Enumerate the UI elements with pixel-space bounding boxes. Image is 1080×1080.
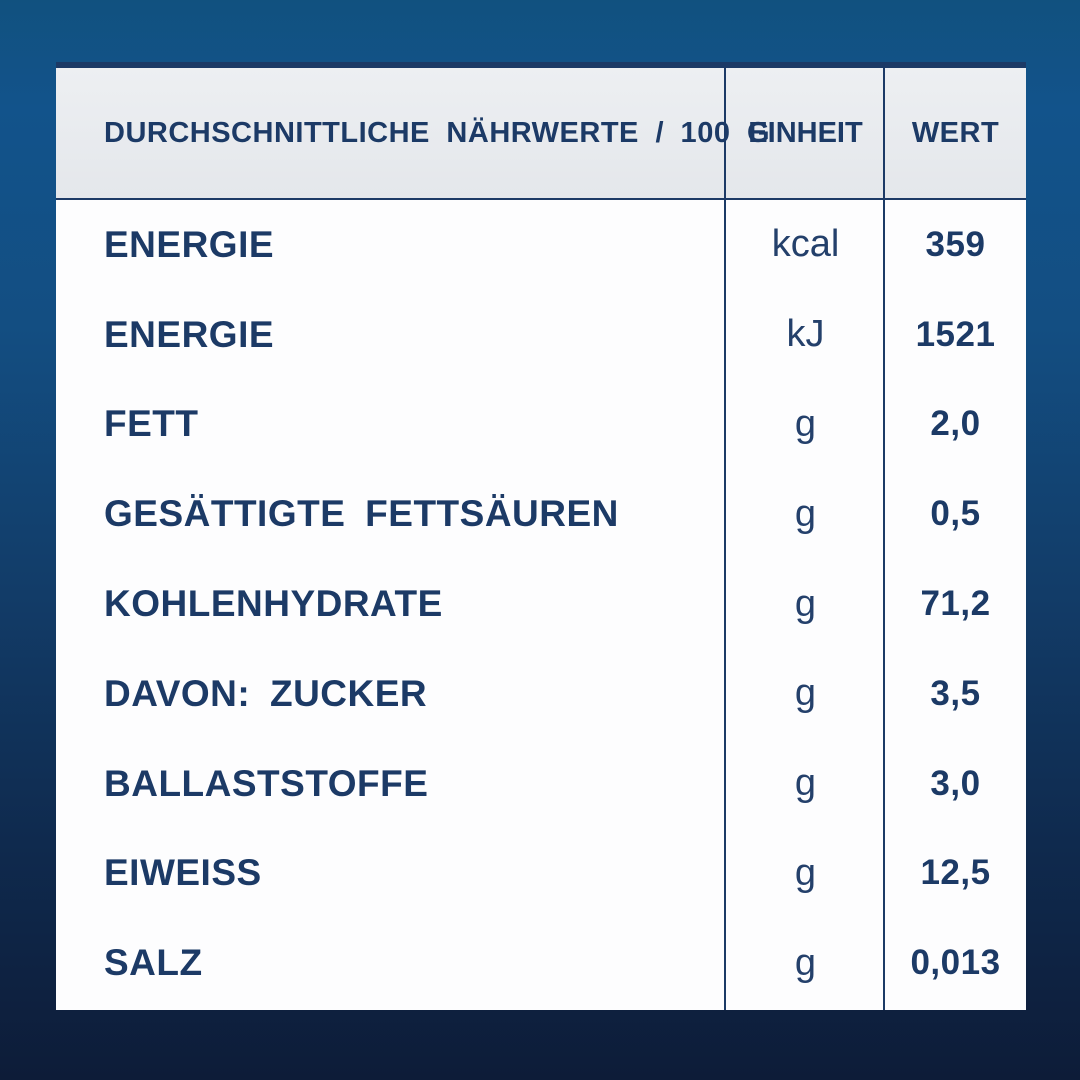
row-nutrient-label: BALLASTSTOFFE	[104, 762, 429, 804]
table-row: DAVON: ZUCKER g 3,5	[56, 649, 1026, 739]
row-nutrient-label: SALZ	[104, 942, 203, 984]
row-value: 1521	[915, 314, 996, 354]
row-value: 0,013	[910, 943, 1001, 983]
row-nutrient-label: DAVON: ZUCKER	[104, 672, 428, 714]
table-row: ENERGIE kJ 1521	[56, 290, 1026, 380]
table-row: ENERGIE kcal 359	[56, 200, 1026, 290]
row-value: 0,5	[930, 494, 981, 534]
row-unit: kJ	[786, 313, 825, 356]
row-unit: g	[794, 941, 817, 984]
column-divider-value	[883, 68, 885, 1010]
row-nutrient-label: KOHLENHYDRATE	[104, 583, 443, 625]
row-unit: g	[794, 402, 817, 445]
header-value-label: WERT	[911, 116, 1000, 149]
row-nutrient-label: FETT	[104, 403, 199, 445]
row-unit: g	[794, 492, 817, 535]
row-value: 3,5	[930, 673, 981, 713]
row-nutrient-label: GESÄTTIGTE FETTSÄUREN	[104, 493, 619, 535]
table-body: ENERGIE kcal 359 ENERGIE kJ 1521 FETT g …	[56, 200, 1026, 1008]
row-value: 71,2	[920, 584, 991, 624]
row-unit: g	[794, 582, 817, 625]
row-value: 359	[925, 224, 986, 264]
table-header-row: DURCHSCHNITTLICHE NÄHRWERTE / 100 G EINH…	[56, 68, 1026, 200]
row-value: 2,0	[930, 404, 981, 444]
header-nutrients-label: DURCHSCHNITTLICHE NÄHRWERTE / 100 G	[104, 116, 771, 149]
row-value: 12,5	[920, 853, 991, 893]
table-row: FETT g 2,0	[56, 380, 1026, 470]
row-unit: kcal	[771, 223, 840, 266]
row-nutrient-label: EIWEISS	[104, 852, 262, 894]
row-unit: g	[794, 762, 817, 805]
row-unit: g	[794, 672, 817, 715]
table-row: BALLASTSTOFFE g 3,0	[56, 739, 1026, 829]
nutrition-table: DURCHSCHNITTLICHE NÄHRWERTE / 100 G EINH…	[56, 62, 1026, 1010]
table-row: SALZ g 0,013	[56, 918, 1026, 1008]
row-nutrient-label: ENERGIE	[104, 313, 275, 355]
row-value: 3,0	[930, 763, 981, 803]
row-unit: g	[794, 851, 817, 894]
table-row: GESÄTTIGTE FETTSÄUREN g 0,5	[56, 469, 1026, 559]
table-row: KOHLENHYDRATE g 71,2	[56, 559, 1026, 649]
row-nutrient-label: ENERGIE	[104, 223, 275, 265]
column-divider-unit	[724, 68, 726, 1010]
table-row: EIWEISS g 12,5	[56, 828, 1026, 918]
header-unit-label: EINHEIT	[748, 116, 863, 149]
